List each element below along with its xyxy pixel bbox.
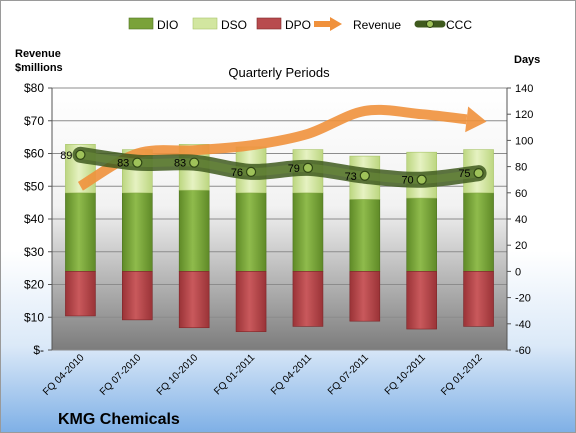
right-tick-label: 20 [515,240,527,252]
x-tick-label: FQ 10-2011 [383,352,428,397]
left-axis-label-line2: $millions [15,62,63,74]
ccc-point [359,170,370,181]
left-axis-label-line1: Revenue [15,48,61,60]
legend-revenue-arrow [330,17,342,31]
bar-dpo [349,271,381,322]
x-tick-label: FQ 07-2011 [326,352,371,397]
right-tick-label: 120 [515,109,533,121]
legend-dio-swatch [128,17,154,30]
right-tick-label: 140 [515,83,533,95]
right-tick-label: -40 [515,319,531,331]
left-tick-label: $- [33,343,44,357]
bar-dpo [406,271,437,330]
legend-ccc-label: CCC [446,18,472,32]
bar-dio [406,197,437,272]
ccc-data-label: 83 [174,158,186,170]
x-tick-label: FQ 04-2011 [269,352,314,397]
ccc-point [416,174,427,185]
right-tick-label: -60 [515,345,531,357]
ccc-point [189,157,200,168]
bar-dio [292,192,324,272]
right-tick-label: 80 [515,162,527,174]
legend-dso-swatch [192,17,218,30]
bar-dpo [178,271,210,329]
bar-dpo [122,271,153,321]
legend-dso-label: DSO [221,18,247,32]
legend-revenue-label: Revenue [353,18,401,32]
bar-dio [178,189,210,272]
bar-dpo [65,271,96,317]
ccc-data-label: 75 [458,168,470,180]
ccc-point [75,149,86,160]
ccc-point [132,157,143,168]
left-tick-label: $10 [24,310,44,324]
bar-dio [349,199,381,272]
bar-dio [122,192,153,272]
ccc-data-label: 76 [231,167,243,179]
bar-dpo [292,271,324,327]
left-tick-label: $40 [24,212,44,226]
bar-dpo [235,271,267,332]
left-tick-label: $70 [24,114,44,128]
x-tick-label: FQ 01-2011 [212,352,257,397]
bar-dio [463,192,494,272]
chart-title: Quarterly Periods [228,65,330,80]
revenue-line [77,104,468,191]
ccc-point [473,168,484,179]
left-tick-label: $60 [24,147,44,161]
right-axis-label: Days [514,54,540,66]
ccc-data-label: 73 [345,171,357,183]
ccc-data-label: 83 [117,158,129,170]
left-tick-label: $80 [24,81,44,95]
legend-dio-label: DIO [157,18,178,32]
ccc-data-label: 89 [60,150,72,162]
bar-dpo [463,271,494,327]
bar-dio [65,192,96,272]
left-tick-label: $20 [24,278,44,292]
revenue-arrowhead [465,106,487,133]
company-name: KMG Chemicals [58,411,180,428]
legend-ccc-marker [426,20,434,28]
right-tick-label: -20 [515,293,531,305]
right-tick-label: 100 [515,135,533,147]
x-tick-label: FQ 10-2010 [155,352,201,398]
legend-dpo-label: DPO [285,18,311,32]
right-tick-label: 60 [515,188,527,200]
left-tick-label: $30 [24,245,44,259]
ccc-data-label: 79 [288,163,300,175]
legend-dpo-swatch [256,17,282,30]
right-tick-label: 40 [515,214,527,226]
x-tick-label: FQ 01-2012 [439,352,485,398]
ccc-data-label: 70 [401,175,413,187]
x-tick-label: FQ 07-2010 [98,352,144,398]
x-tick-label: FQ 04-2010 [41,352,87,398]
right-tick-label: 0 [515,266,521,278]
ccc-point [302,162,314,174]
ccc-point [245,166,257,177]
bar-dio [235,192,267,272]
left-tick-label: $50 [24,179,44,193]
